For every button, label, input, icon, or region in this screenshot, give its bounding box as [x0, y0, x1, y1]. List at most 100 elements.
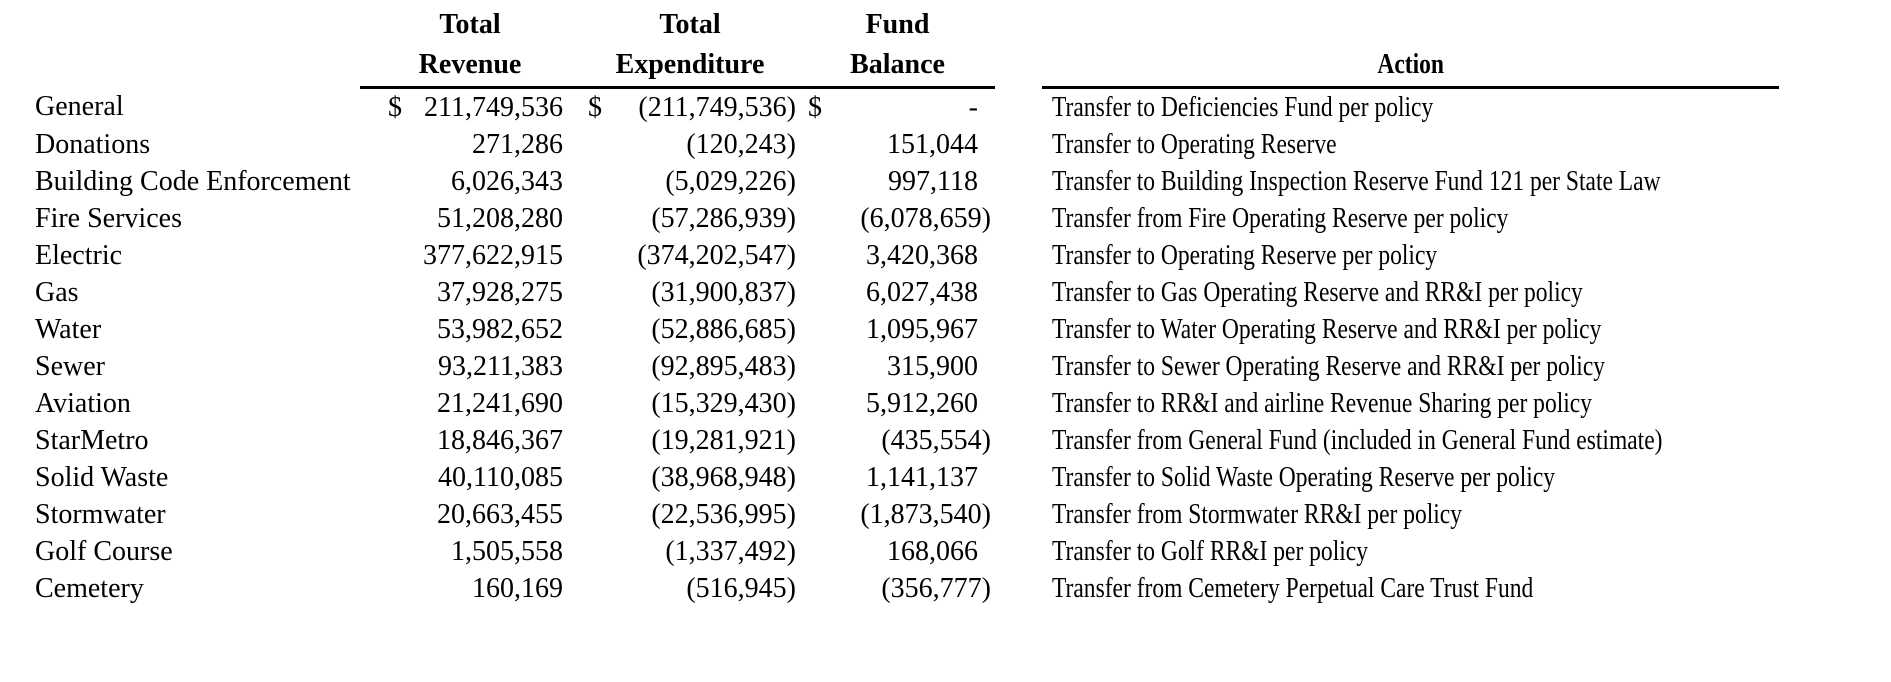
expenditure-value: (120,243): [686, 128, 796, 160]
action-text: Transfer to Building Inspection Reserve …: [1052, 165, 1661, 197]
revenue-value: 51,208,280: [437, 202, 563, 234]
expenditure-value: (15,329,430): [651, 387, 796, 419]
header-action: Action: [1042, 44, 1779, 89]
balance-cell: $ -: [800, 88, 995, 127]
fund-name-cell: Building Code Enforcement: [35, 165, 351, 197]
expenditure-cell: (52,886,685): [580, 311, 800, 348]
action-text: Transfer to Golf RR&I per policy: [1052, 535, 1368, 567]
action-cell: Transfer to Operating Reserve per policy: [1042, 237, 1779, 274]
fund-name-cell: Donations: [35, 128, 151, 160]
table-header: Total Total Fund Revenue Expenditure Bal…: [35, 6, 1779, 89]
balance-cell: 3,420,368: [800, 237, 995, 274]
expenditure-value: (516,945): [686, 572, 796, 604]
balance-value: (6,078,659): [860, 202, 991, 234]
header-expenditure-line1: Total: [659, 9, 721, 40]
balance-cell: (6,078,659): [800, 200, 995, 237]
balance-cell: 6,027,438: [800, 274, 995, 311]
expenditure-value: (52,886,685): [651, 313, 796, 345]
column-gap: [995, 459, 1042, 496]
balance-cell: 1,141,137: [800, 459, 995, 496]
action-text: Transfer from Stormwater RR&I per policy: [1052, 498, 1463, 530]
table-row: Fire Services 51,208,280 (57,286,939) (6…: [35, 200, 1779, 237]
expenditure-cell: (19,281,921): [580, 422, 800, 459]
table-row: Cemetery 160,169 (516,945) (356,777) Tra…: [35, 570, 1779, 607]
balance-value: 1,141,137: [866, 461, 978, 493]
column-gap: [995, 126, 1042, 163]
expenditure-cell: (92,895,483): [580, 348, 800, 385]
revenue-cell: 40,110,085: [360, 459, 580, 496]
column-gap: [995, 348, 1042, 385]
revenue-cell: 93,211,383: [360, 348, 580, 385]
action-text: Transfer to Operating Reserve per policy: [1052, 239, 1438, 271]
expenditure-cell: (15,329,430): [580, 385, 800, 422]
column-gap: [995, 570, 1042, 607]
balance-value: 3,420,368: [866, 239, 978, 271]
fund-name-cell: General: [35, 90, 124, 122]
table-row: Water 53,982,652 (52,886,685) 1,095,967 …: [35, 311, 1779, 348]
revenue-value: 37,928,275: [437, 276, 563, 308]
action-cell: Transfer to Gas Operating Reserve and RR…: [1042, 274, 1779, 311]
currency-symbol: $: [588, 91, 602, 123]
revenue-cell: 1,505,558: [360, 533, 580, 570]
balance-value: (1,873,540): [860, 498, 991, 530]
header-action-spacer: [1042, 6, 1779, 44]
expenditure-cell: (1,337,492): [580, 533, 800, 570]
balance-value: 151,044: [887, 128, 978, 160]
balance-cell: 315,900: [800, 348, 995, 385]
balance-value: (435,554): [881, 424, 991, 456]
header-balance-line1: Fund: [865, 9, 930, 40]
balance-cell: (435,554): [800, 422, 995, 459]
header-action-label: Action: [1377, 49, 1444, 80]
fund-name-cell: Fire Services: [35, 202, 182, 234]
expenditure-value: (5,029,226): [665, 165, 796, 197]
balance-cell: 5,912,260: [800, 385, 995, 422]
action-cell: Transfer to Solid Waste Operating Reserv…: [1042, 459, 1779, 496]
fund-name-cell: Sewer: [35, 350, 105, 382]
revenue-cell: 53,982,652: [360, 311, 580, 348]
action-text: Transfer to RR&I and airline Revenue Sha…: [1052, 387, 1592, 419]
fund-name-cell: Aviation: [35, 387, 131, 419]
header-expenditure-line2: Expenditure: [580, 44, 800, 89]
revenue-cell: 6,026,343: [360, 163, 580, 200]
column-gap: [995, 163, 1042, 200]
table-row: Aviation 21,241,690 (15,329,430) 5,912,2…: [35, 385, 1779, 422]
revenue-cell: 51,208,280: [360, 200, 580, 237]
action-text: Transfer to Sewer Operating Reserve and …: [1052, 350, 1606, 382]
action-cell: Transfer to Water Operating Reserve and …: [1042, 311, 1779, 348]
header-gap: [995, 6, 1042, 44]
table-body: General $211,749,536 $ (211,749,536) $ - T…: [35, 88, 1779, 608]
fund-name-cell: Cemetery: [35, 572, 144, 604]
revenue-cell: $211,749,536: [360, 88, 580, 127]
balance-cell: (1,873,540): [800, 496, 995, 533]
revenue-value: 40,110,085: [438, 461, 563, 493]
table-row: General $211,749,536 $ (211,749,536) $ - T…: [35, 88, 1779, 127]
action-text: Transfer from Fire Operating Reserve per…: [1052, 202, 1509, 234]
revenue-value: 93,211,383: [438, 350, 563, 382]
balance-value: 5,912,260: [866, 387, 978, 419]
fund-name-cell: Gas: [35, 276, 79, 308]
header-revenue-line1: Total: [439, 9, 501, 40]
revenue-value: 6,026,343: [451, 165, 563, 197]
column-gap: [995, 200, 1042, 237]
revenue-cell: 271,286: [360, 126, 580, 163]
revenue-cell: 160,169: [360, 570, 580, 607]
balance-value: (356,777): [881, 572, 991, 604]
balance-value: 315,900: [887, 350, 978, 382]
expenditure-cell: (5,029,226): [580, 163, 800, 200]
fund-name-cell: Stormwater: [35, 498, 166, 530]
balance-value: 997,118: [888, 165, 978, 197]
header-spacer: [35, 44, 360, 88]
action-cell: Transfer from Stormwater RR&I per policy: [1042, 496, 1779, 533]
revenue-value: 271,286: [472, 128, 563, 160]
table-row: Sewer 93,211,383 (92,895,483) 315,900 Tr…: [35, 348, 1779, 385]
revenue-cell: 377,622,915: [360, 237, 580, 274]
action-text: Transfer to Solid Waste Operating Reserv…: [1052, 461, 1556, 493]
fund-balance-table: Total Total Fund Revenue Expenditure Bal…: [35, 6, 1779, 607]
action-text: Transfer to Gas Operating Reserve and RR…: [1052, 276, 1583, 308]
action-cell: Transfer to Operating Reserve: [1042, 126, 1779, 163]
action-cell: Transfer from General Fund (included in …: [1042, 422, 1779, 459]
table-row: Gas 37,928,275 (31,900,837) 6,027,438 Tr…: [35, 274, 1779, 311]
expenditure-cell: (120,243): [580, 126, 800, 163]
expenditure-value: (22,536,995): [651, 498, 796, 530]
fund-name-cell: Golf Course: [35, 535, 173, 567]
